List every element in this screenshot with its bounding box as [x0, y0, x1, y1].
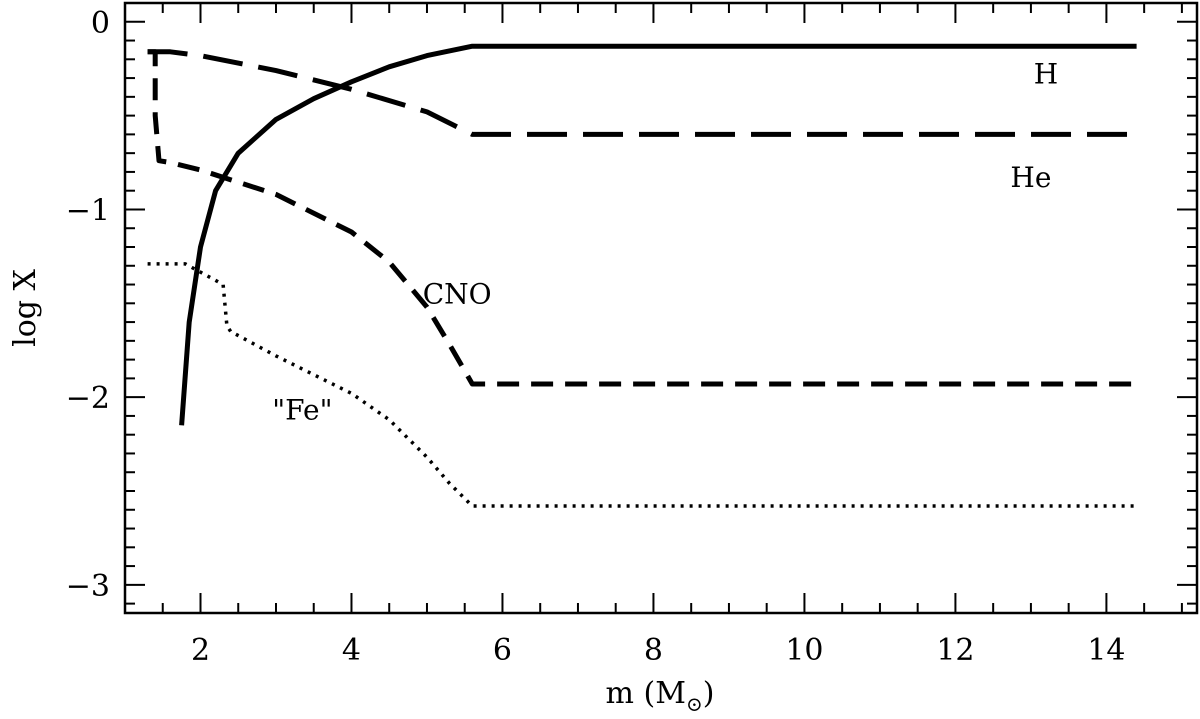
y-tick-label: −1	[66, 193, 110, 228]
x-tick-label: 6	[493, 633, 512, 668]
x-tick-label: 2	[191, 633, 210, 668]
series-line-fe	[147, 262, 1137, 508]
x-axis-label: m (M⊙)	[606, 676, 715, 716]
x-tick-labels: 2 4 6 8 10 12 14	[191, 633, 1126, 668]
series-line-he	[147, 49, 1137, 137]
series-label-fe: "Fe"	[272, 394, 332, 427]
series-annotations: H He CNO "Fe"	[272, 58, 1058, 427]
y-axis-label: log X	[8, 268, 43, 346]
series-label-he: He	[1010, 161, 1051, 194]
series-line-cno	[147, 49, 1137, 387]
ticks	[125, 2, 1197, 613]
x-tick-label: 4	[342, 633, 361, 668]
x-axis-label-subscript: ⊙	[686, 692, 703, 716]
y-tick-label: 0	[91, 6, 110, 41]
series-lines	[147, 43, 1137, 508]
y-tick-labels: 0 −1 −2 −3	[66, 6, 110, 604]
x-axis-label-main: m (M	[606, 676, 686, 711]
plot-frame	[123, 1, 1199, 615]
series-line-h	[179, 43, 1137, 426]
y-tick-label: −3	[66, 569, 110, 604]
series-label-h: H	[1034, 58, 1058, 91]
x-tick-label: 10	[785, 633, 823, 668]
x-tick-label: 12	[936, 633, 974, 668]
x-axis-label-close: )	[703, 676, 715, 711]
y-tick-label: −2	[66, 381, 110, 416]
x-tick-label: 14	[1087, 633, 1125, 668]
series-label-cno: CNO	[423, 277, 492, 310]
x-tick-label: 8	[644, 633, 663, 668]
